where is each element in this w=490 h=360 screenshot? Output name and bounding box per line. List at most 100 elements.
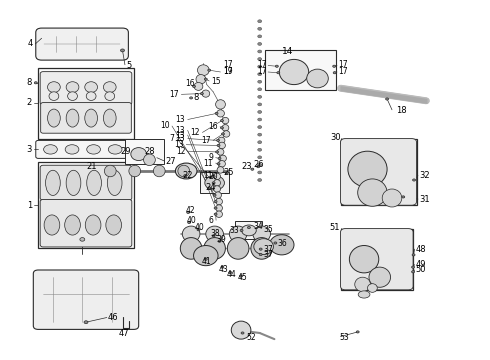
Ellipse shape [225, 172, 228, 174]
Ellipse shape [205, 176, 224, 190]
Ellipse shape [355, 277, 370, 292]
Ellipse shape [66, 82, 79, 93]
Ellipse shape [217, 167, 224, 173]
Text: 14: 14 [282, 46, 293, 55]
Ellipse shape [216, 205, 222, 211]
Text: 30: 30 [330, 133, 341, 142]
Ellipse shape [46, 170, 60, 195]
Ellipse shape [333, 65, 336, 67]
Bar [38, 162, 134, 248]
Text: 39: 39 [217, 235, 226, 244]
Ellipse shape [413, 179, 416, 181]
Ellipse shape [85, 109, 98, 127]
Ellipse shape [251, 168, 254, 170]
Ellipse shape [214, 186, 220, 192]
Ellipse shape [190, 97, 193, 99]
Ellipse shape [216, 151, 219, 153]
Text: 4: 4 [28, 40, 33, 49]
Ellipse shape [214, 201, 217, 203]
Bar [235, 221, 262, 239]
Text: 28: 28 [144, 147, 155, 156]
Ellipse shape [108, 145, 122, 154]
Ellipse shape [215, 192, 221, 198]
Ellipse shape [254, 239, 273, 255]
Ellipse shape [270, 235, 294, 255]
Ellipse shape [194, 246, 218, 266]
Ellipse shape [402, 196, 405, 198]
Ellipse shape [258, 73, 262, 76]
Text: 12: 12 [191, 128, 200, 137]
Text: 20: 20 [208, 172, 218, 181]
Bar [200, 172, 229, 193]
Ellipse shape [68, 92, 77, 100]
Ellipse shape [258, 50, 262, 53]
Text: 33: 33 [229, 226, 239, 235]
Text: 8: 8 [194, 94, 199, 102]
Ellipse shape [194, 82, 203, 90]
Ellipse shape [217, 139, 220, 141]
Ellipse shape [258, 133, 262, 136]
Text: 40: 40 [195, 223, 205, 232]
Text: 49: 49 [416, 260, 426, 269]
Ellipse shape [86, 92, 96, 100]
FancyBboxPatch shape [341, 139, 416, 205]
Ellipse shape [258, 156, 262, 159]
Ellipse shape [204, 258, 207, 260]
Ellipse shape [258, 88, 262, 91]
Ellipse shape [216, 100, 225, 109]
Text: 32: 32 [419, 171, 430, 180]
Ellipse shape [333, 72, 336, 74]
Ellipse shape [220, 127, 223, 129]
Ellipse shape [412, 266, 415, 268]
Ellipse shape [217, 144, 220, 147]
Ellipse shape [258, 171, 262, 174]
Text: 42: 42 [185, 206, 195, 215]
Ellipse shape [222, 125, 229, 131]
Ellipse shape [223, 131, 230, 137]
Ellipse shape [188, 221, 191, 224]
Ellipse shape [258, 163, 262, 166]
Ellipse shape [107, 170, 122, 195]
FancyBboxPatch shape [36, 140, 136, 158]
Ellipse shape [259, 253, 262, 256]
Ellipse shape [212, 235, 215, 237]
Ellipse shape [221, 266, 224, 268]
Ellipse shape [258, 126, 262, 129]
Text: 15: 15 [212, 77, 221, 85]
Text: 17: 17 [257, 68, 267, 77]
Text: 17: 17 [223, 60, 233, 69]
Ellipse shape [204, 78, 207, 80]
Text: 5: 5 [126, 61, 132, 70]
Ellipse shape [187, 211, 190, 213]
Ellipse shape [215, 112, 218, 114]
Text: 25: 25 [223, 167, 233, 176]
Text: 13: 13 [174, 140, 184, 149]
Text: 17: 17 [257, 60, 267, 69]
Ellipse shape [348, 151, 387, 187]
Ellipse shape [44, 215, 60, 235]
Ellipse shape [206, 226, 223, 242]
Ellipse shape [258, 42, 262, 45]
Ellipse shape [212, 175, 215, 177]
Ellipse shape [257, 166, 260, 168]
Ellipse shape [103, 109, 116, 127]
Ellipse shape [65, 215, 80, 235]
Ellipse shape [193, 85, 196, 87]
Bar [265, 50, 336, 90]
Ellipse shape [80, 238, 85, 241]
Ellipse shape [258, 35, 262, 38]
Ellipse shape [84, 321, 88, 324]
Ellipse shape [258, 27, 262, 30]
Ellipse shape [178, 165, 190, 177]
FancyBboxPatch shape [33, 270, 139, 329]
Text: 23: 23 [242, 162, 252, 171]
Text: 22: 22 [182, 171, 193, 180]
Text: 31: 31 [419, 194, 430, 203]
Text: 47: 47 [118, 329, 129, 338]
Ellipse shape [358, 291, 370, 298]
Ellipse shape [253, 226, 270, 242]
Ellipse shape [214, 213, 217, 215]
Ellipse shape [214, 173, 220, 180]
Ellipse shape [216, 198, 222, 205]
Ellipse shape [197, 65, 209, 76]
